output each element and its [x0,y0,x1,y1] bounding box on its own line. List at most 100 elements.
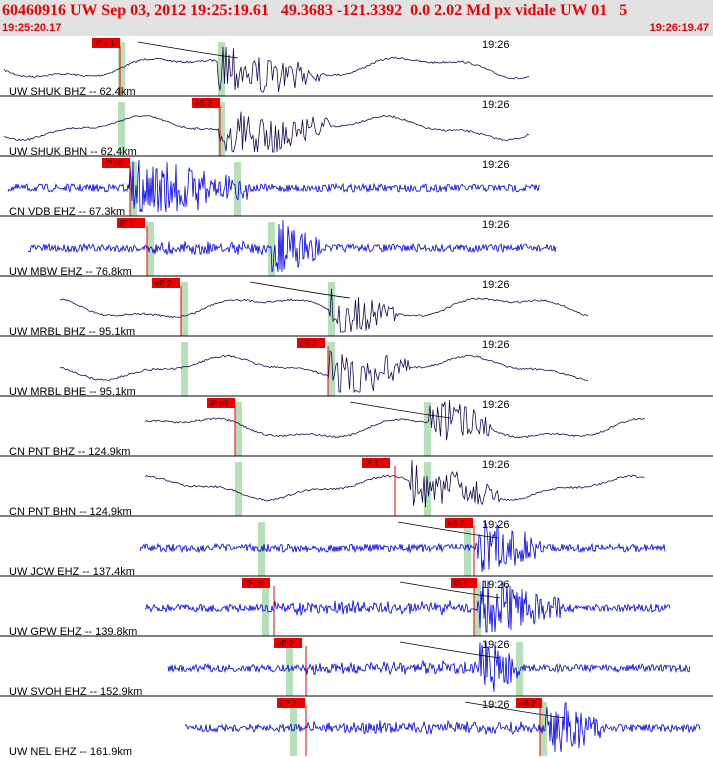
waveform-trace [167,641,691,692]
time-tick-label: 19:26 [482,39,510,51]
trace-panel-mbw-ehz: iP 1 19:26 UW MBW EHZ -- 76.8km [0,215,713,278]
phase-window [286,642,293,696]
station-label: UW MBW EHZ -- 76.8km [9,266,132,278]
event-title: 60460916 UW Sep 03, 2012 19:25:19.61 49.… [2,2,628,19]
coda-curve [349,401,451,419]
pick-flag [451,578,477,588]
pick-label: eS 2 [519,699,536,708]
time-tick-label: 19:26 [482,159,510,171]
phase-window [464,522,471,576]
pick-flag [274,638,302,648]
pick-label: eS 2 [195,99,212,108]
pick-label: iP c0 [245,579,263,588]
phase-window [147,222,154,276]
phase-window [290,702,297,756]
station-label: UW SHUK BHN -- 62.4km [9,146,137,158]
pick-flag [207,398,235,408]
trace-panel-mrbl-bhe: eS 2 19:26 UW MRBL BHE -- 95.1km [0,335,713,398]
waveform-trace [7,159,541,213]
station-label: UW MRBL BHE -- 95.1km [9,386,136,398]
pick-flag [242,578,270,588]
pick-label: iS 1 [454,579,468,588]
station-label: UW SVOH EHZ -- 152.9km [9,686,142,698]
pick-label: iP 1 [120,219,134,228]
time-tick-label: 19:26 [482,219,510,231]
phase-window [268,222,275,276]
coda-curve [464,701,566,719]
phase-window [181,282,188,336]
pick-label: iS 1 [365,459,379,468]
phase-window [516,642,523,696]
time-tick-label: 19:26 [482,279,510,291]
time-tick-label: 19:26 [482,699,510,711]
station-label: UW GPW EHZ -- 139.8km [9,626,137,638]
coda-curve [249,281,351,299]
phase-window [424,402,431,456]
phase-window [118,102,125,156]
pick-label: iP c0 [105,159,123,168]
time-tick-label: 19:26 [482,639,510,651]
pick-label: eP 2 [277,639,294,648]
time-tick-label: 19:26 [482,579,510,591]
pick-flag [516,698,542,708]
trace-panel-svoh-ehz: eP 2 19:26 UW SVOH EHZ -- 152.9km [0,635,713,698]
time-tick-label: 19:26 [482,99,510,111]
phase-window [218,42,225,96]
time-tick-label: 19:26 [482,519,510,531]
phase-window [235,462,242,516]
time-tick-label: 19:26 [482,399,510,411]
waveform-trace [184,701,701,753]
trace-panel-pnt-bhn: iS 1 19:26 CN PNT BHN -- 124.9km [0,455,713,518]
station-label: CN PNT BHZ -- 124.9km [9,446,130,458]
trace-panel-mrbl-bhz: eP 2 19:26 UW MRBL BHZ -- 95.1km [0,275,713,338]
waveform-trace [59,288,589,333]
phase-window [328,282,335,336]
coda-curve [397,521,499,539]
time-tick-label: 19:26 [482,339,510,351]
coda-curve [399,641,501,659]
start-time: 19:25:20.17 [2,22,62,34]
trace-panel-jcw-ehz: eS 2 19:26 UW JCW EHZ -- 137.4km [0,515,713,578]
waveform-trace [139,519,666,573]
pick-label: eS 2 [448,519,465,528]
pick-flag [92,38,120,48]
phase-window [424,462,431,516]
phase-window [235,402,242,456]
station-label: UW MRBL BHZ -- 95.1km [9,326,135,338]
trace-panel-vdb-ehz: iP c0 19:26 CN VDB EHZ -- 67.3km [0,155,713,218]
pick-flag [152,278,180,288]
station-label: CN VDB EHZ -- 67.3km [9,206,125,218]
phase-window [118,42,125,96]
station-label: CN PNT BHN -- 124.9km [9,506,132,518]
header-bar: 60460916 UW Sep 03, 2012 19:25:19.61 49.… [0,0,713,36]
waveform-trace [144,400,645,441]
pick-label: eS 2 [300,339,317,348]
pick-label: iP c 1 [95,39,115,48]
seismogram-plot: iP c 1 19:26 UW SHUK BHZ -- 62.4km eS 2 19:2… [0,38,713,758]
phase-window [328,342,335,396]
pick-flag [277,698,305,708]
pick-label: eP 2 [280,699,297,708]
pick-flag [362,458,390,468]
pick-flag [117,218,145,228]
pick-label: eP 2 [155,279,172,288]
pick-flag [297,338,325,348]
pick-label: iP c0 [210,399,228,408]
trace-panel-pnt-bhz: iP c0 19:26 CN PNT BHZ -- 124.9km [0,395,713,458]
waveform-trace [27,219,557,273]
coda-curve [399,581,501,599]
trace-panel-nel-ehz: eP 2 eS 2 19:26 UW NEL EHZ -- 161.9km [0,695,713,758]
time-tick-label: 19:26 [482,459,510,471]
station-label: UW JCW EHZ -- 137.4km [9,566,135,578]
waveform-trace [59,350,589,394]
station-label: UW NEL EHZ -- 161.9km [9,746,132,758]
trace-panel-gpw-ehz: iP c0 iS 1 19:26 UW GPW EHZ -- 139.8km [0,575,713,638]
phase-window [181,342,188,396]
waveform-trace [3,46,530,93]
phase-window [234,162,241,216]
coda-curve [137,41,239,59]
phase-window [218,102,225,156]
waveform-trace [3,111,530,153]
pick-flag [445,518,473,528]
end-time: 19:26:19.47 [649,22,709,34]
